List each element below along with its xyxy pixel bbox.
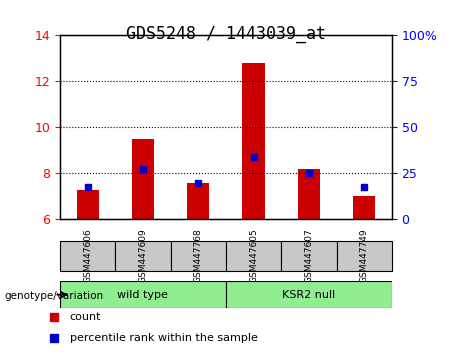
Text: GSM447607: GSM447607 xyxy=(304,228,313,283)
Text: genotype/variation: genotype/variation xyxy=(5,291,104,301)
FancyBboxPatch shape xyxy=(171,241,226,271)
FancyBboxPatch shape xyxy=(281,241,337,271)
Bar xyxy=(298,169,320,219)
Bar xyxy=(242,63,265,219)
FancyBboxPatch shape xyxy=(226,241,281,271)
FancyBboxPatch shape xyxy=(226,281,392,308)
FancyBboxPatch shape xyxy=(115,241,171,271)
Text: count: count xyxy=(70,312,101,322)
FancyBboxPatch shape xyxy=(337,241,392,271)
Text: percentile rank within the sample: percentile rank within the sample xyxy=(70,333,258,343)
Bar xyxy=(353,196,375,219)
Text: GSM447768: GSM447768 xyxy=(194,228,203,283)
Text: GDS5248 / 1443039_at: GDS5248 / 1443039_at xyxy=(126,25,326,43)
Text: GSM447609: GSM447609 xyxy=(138,228,148,283)
Text: GSM447606: GSM447606 xyxy=(83,228,92,283)
FancyBboxPatch shape xyxy=(60,241,115,271)
Text: KSR2 null: KSR2 null xyxy=(282,290,336,300)
Text: GSM447605: GSM447605 xyxy=(249,228,258,283)
Text: GSM447749: GSM447749 xyxy=(360,228,369,283)
Bar xyxy=(132,139,154,219)
Bar xyxy=(187,183,209,219)
FancyBboxPatch shape xyxy=(60,281,226,308)
Bar xyxy=(77,190,99,219)
Text: wild type: wild type xyxy=(118,290,168,300)
